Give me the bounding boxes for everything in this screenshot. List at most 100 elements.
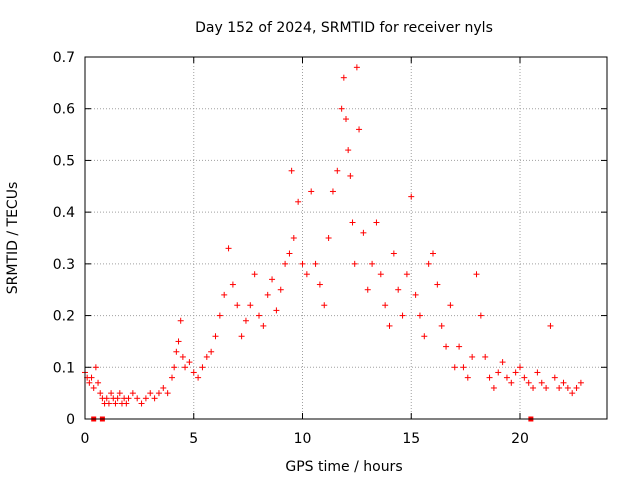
data-point bbox=[564, 384, 571, 391]
data-point bbox=[412, 291, 419, 298]
data-point bbox=[203, 353, 210, 360]
data-point bbox=[164, 390, 171, 397]
data-point bbox=[256, 312, 262, 319]
data-point bbox=[134, 395, 141, 402]
data-point bbox=[238, 333, 245, 340]
data-point bbox=[225, 245, 232, 252]
data-point bbox=[551, 374, 558, 381]
data-point bbox=[125, 395, 132, 402]
data-point bbox=[451, 364, 458, 371]
data-point bbox=[199, 364, 206, 371]
data-point bbox=[343, 116, 349, 123]
data-point bbox=[460, 364, 467, 371]
data-point bbox=[560, 379, 567, 386]
data-point bbox=[173, 348, 180, 355]
data-point bbox=[390, 250, 397, 257]
data-point bbox=[303, 271, 310, 278]
data-point bbox=[512, 369, 519, 376]
data-point bbox=[108, 390, 115, 397]
data-point bbox=[382, 302, 389, 309]
data-point bbox=[208, 348, 215, 355]
data-point bbox=[334, 167, 341, 174]
x-axis-label: GPS time / hours bbox=[285, 459, 402, 475]
data-point bbox=[312, 260, 319, 267]
data-point bbox=[308, 188, 315, 195]
data-point bbox=[569, 390, 576, 397]
data-point bbox=[325, 235, 332, 241]
data-point bbox=[92, 364, 99, 371]
data-point bbox=[151, 395, 158, 402]
data-point bbox=[408, 193, 415, 200]
data-point bbox=[425, 260, 432, 267]
data-point bbox=[97, 390, 104, 397]
data-point bbox=[264, 291, 271, 298]
data-point bbox=[116, 390, 123, 397]
data-point bbox=[288, 167, 295, 174]
data-point bbox=[369, 260, 376, 267]
data-point bbox=[171, 364, 178, 371]
data-point bbox=[351, 260, 358, 267]
data-point bbox=[269, 276, 276, 283]
data-point bbox=[395, 286, 402, 293]
data-point bbox=[212, 333, 219, 340]
data-point bbox=[447, 302, 454, 309]
y-tick-label: 0.4 bbox=[53, 205, 75, 221]
data-point bbox=[399, 312, 406, 319]
data-point bbox=[416, 312, 423, 319]
data-point bbox=[356, 126, 363, 133]
data-point bbox=[234, 302, 241, 309]
ticks-layer: 0 5 10 15 20 0 0.1 0.2 0.3 0.4 0.5 0.6 0.7 bbox=[53, 50, 607, 447]
data-point bbox=[486, 374, 493, 381]
x-tick-label: 20 bbox=[511, 431, 529, 447]
data-point bbox=[329, 188, 336, 195]
y-tick-label: 0 bbox=[66, 412, 75, 428]
data-point bbox=[114, 395, 121, 402]
x-tick-label: 15 bbox=[402, 431, 420, 447]
data-point bbox=[142, 395, 149, 402]
data-point bbox=[482, 353, 489, 360]
data-point bbox=[138, 400, 145, 407]
y-tick-label: 0.6 bbox=[53, 102, 75, 118]
y-tick-label: 0.2 bbox=[53, 309, 75, 325]
data-point bbox=[499, 359, 506, 366]
data-point bbox=[434, 281, 441, 288]
data-point bbox=[242, 317, 249, 324]
data-point bbox=[538, 379, 545, 386]
data-point bbox=[547, 322, 554, 329]
data-point bbox=[508, 379, 515, 386]
data-point bbox=[277, 286, 284, 293]
data-point bbox=[556, 384, 563, 391]
data-point bbox=[430, 250, 436, 257]
y-tick-label: 0.5 bbox=[53, 153, 75, 169]
data-point bbox=[321, 302, 328, 309]
data-point bbox=[112, 400, 119, 407]
data-point bbox=[340, 74, 347, 81]
data-point bbox=[464, 374, 471, 381]
grid-layer bbox=[85, 57, 607, 419]
y-tick-label: 0.1 bbox=[53, 360, 75, 376]
data-point bbox=[517, 364, 523, 371]
data-point bbox=[577, 379, 584, 386]
data-point bbox=[386, 322, 393, 329]
data-point bbox=[86, 379, 93, 386]
data-point bbox=[221, 291, 228, 298]
data-point bbox=[190, 369, 197, 376]
data-point bbox=[273, 307, 280, 314]
data-point bbox=[229, 281, 236, 288]
data-point bbox=[123, 400, 130, 407]
data-point bbox=[195, 374, 202, 381]
data-point bbox=[105, 400, 112, 407]
data-point bbox=[349, 219, 356, 226]
data-point bbox=[147, 390, 154, 397]
data-point bbox=[103, 395, 110, 402]
data-point bbox=[353, 64, 360, 71]
data-point bbox=[282, 260, 289, 267]
data-point bbox=[521, 374, 528, 381]
data-point bbox=[155, 390, 162, 397]
data-point bbox=[534, 369, 541, 376]
data-point bbox=[469, 353, 476, 360]
x-tick-label: 10 bbox=[294, 431, 312, 447]
data-point bbox=[543, 384, 550, 391]
data-point bbox=[473, 271, 480, 278]
